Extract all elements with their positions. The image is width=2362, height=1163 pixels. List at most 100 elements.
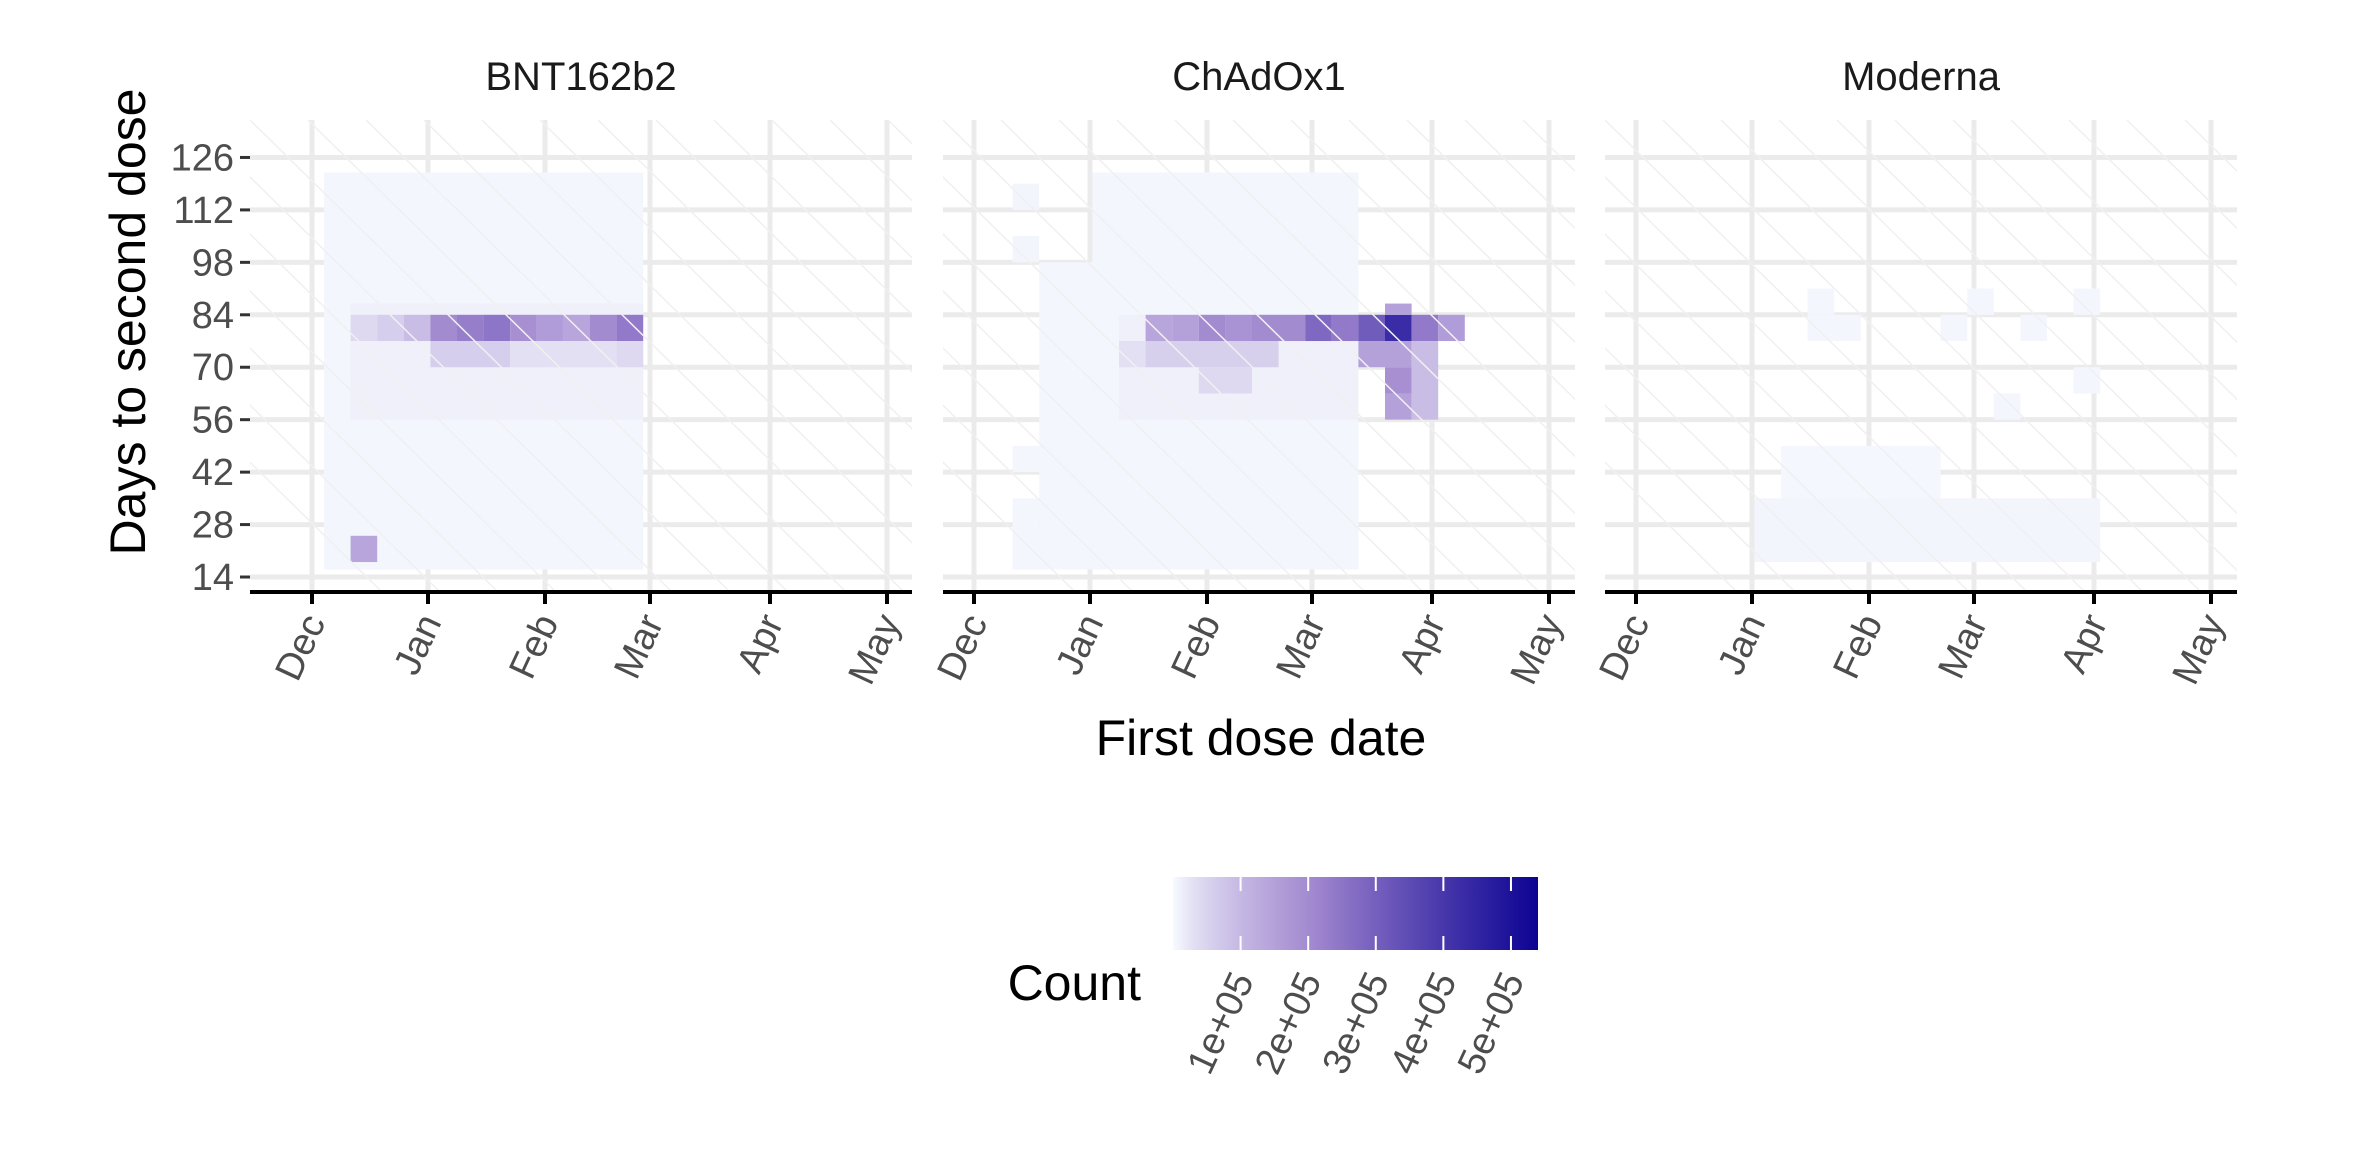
- heat-tile: [377, 314, 404, 342]
- diagonal-line: [655, 120, 912, 373]
- heat-tile: [1385, 393, 1412, 420]
- heat-tile: [1145, 314, 1173, 342]
- facet-chadox1: ChAdOx1 Dec Jan Feb Mar Apr May: [930, 55, 1575, 691]
- diagonal-line: [2126, 120, 2237, 230]
- diagonal-line: [539, 120, 912, 487]
- heat-tile: [1385, 303, 1412, 315]
- x-axis-title: First dose date: [1096, 710, 1427, 766]
- diagonal-guides: [250, 120, 912, 592]
- y-tick-label: 14: [192, 557, 234, 599]
- diagonal-line: [250, 120, 731, 592]
- x-tick-label: Dec: [268, 608, 335, 687]
- heat-tile: [1331, 314, 1359, 342]
- diagonal-line: [1058, 120, 1540, 592]
- x-tick-label: Jan: [386, 608, 450, 681]
- heat-tile: [536, 314, 564, 342]
- heat-tile: [350, 535, 378, 563]
- facet-title: ChAdOx1: [1172, 55, 1345, 99]
- diagonal-line: [943, 461, 1076, 592]
- x-tick-label: Mar: [1930, 608, 1996, 685]
- facet-title: Moderna: [1842, 55, 2001, 99]
- x-tick-label: May: [2165, 608, 2233, 691]
- diagonal-line: [1406, 120, 1575, 287]
- x-tick-label: Mar: [606, 608, 672, 685]
- diagonal-line: [250, 175, 673, 592]
- diagonal-line: [943, 290, 1250, 592]
- diagonal-line: [250, 290, 557, 592]
- diagonal-line: [1605, 120, 2086, 592]
- diagonal-line: [2068, 120, 2237, 287]
- diagonal-line: [1116, 120, 1575, 572]
- diagonal-line: [2301, 120, 2362, 592]
- heat-tile: [1358, 314, 1385, 342]
- diagonal-line: [365, 120, 847, 592]
- diagonal-line: [943, 120, 1424, 592]
- heat-tile: [2073, 288, 2101, 315]
- diagonal-guides: [1605, 120, 2362, 592]
- diagonal-line: [1348, 120, 1575, 344]
- y-tick-label: 84: [192, 295, 234, 337]
- diagonal-line: [1836, 120, 2237, 515]
- x-tick-label: Apr: [1391, 608, 1454, 680]
- legend-colorbar: [1173, 877, 1538, 950]
- y-tick-label: 56: [192, 400, 234, 442]
- x-tick-label: Mar: [1268, 608, 1334, 685]
- diagonal-line: [597, 120, 912, 430]
- diagonal-line: [1605, 290, 1912, 592]
- heat-tile: [1993, 393, 2021, 420]
- heat-tile: [403, 314, 431, 342]
- heat-tile: [1967, 288, 1994, 315]
- y-axis-title: Days to second dose: [100, 89, 156, 556]
- heat-tile: [1385, 367, 1412, 394]
- heat-tile: [1411, 341, 1439, 420]
- y-tick-label: 112: [173, 190, 234, 232]
- heat-tile: [1225, 314, 1252, 342]
- diagonal-guides: [943, 120, 1575, 592]
- x-tick-label: Feb: [1163, 608, 1229, 685]
- diagonal-line: [1174, 120, 1575, 515]
- heat-tile: [510, 341, 617, 368]
- heat-tile: [1012, 183, 1040, 210]
- heat-tile: [1012, 445, 1040, 473]
- diagonal-line: [943, 175, 1366, 592]
- diagonal-line: [1605, 347, 1854, 592]
- diagonal-line: [481, 120, 912, 544]
- facet-bnt162b2: BNT162b2 Dec Jan Feb Mar Apr May 14 28 42 56 70 84 98…: [171, 55, 912, 691]
- y-tick-label: 28: [192, 505, 234, 547]
- diagonal-line: [250, 404, 441, 592]
- diagonal-line: [1605, 461, 1738, 592]
- diagonal-line: [2243, 120, 2362, 592]
- heat-tile: [1754, 498, 2101, 563]
- legend-title: Count: [1008, 955, 1142, 1011]
- y-tick-label: 70: [192, 347, 234, 389]
- heat-tile: [1438, 314, 1465, 342]
- heat-tile: [1411, 314, 1439, 342]
- heat-tile: [1940, 314, 1968, 342]
- diagonal-line: [1000, 120, 1482, 592]
- diagonal-line: [943, 404, 1134, 592]
- heat-tile: [483, 314, 511, 342]
- heat-tile: [616, 341, 644, 368]
- heat-tile: [2020, 314, 2047, 342]
- heat-tile: [1172, 314, 1199, 342]
- tiles: [324, 172, 644, 570]
- heat-tile: [1145, 341, 1279, 368]
- x-tick-label: May: [1503, 608, 1571, 691]
- diagonal-line: [423, 120, 905, 592]
- y-tick-label: 42: [192, 452, 234, 494]
- diagonal-line: [713, 120, 912, 316]
- x-tick-label: Dec: [1592, 608, 1659, 687]
- diagonal-line: [1894, 120, 2237, 458]
- x-tick-label: May: [841, 608, 909, 691]
- diagonal-line: [771, 120, 912, 259]
- heat-tile: [2073, 367, 2101, 394]
- diagonal-line: [829, 120, 912, 202]
- heat-tile: [1012, 498, 1040, 570]
- heat-tile: [616, 314, 644, 342]
- diagonal-line: [1952, 120, 2237, 401]
- diagonal-line: [1720, 120, 2202, 592]
- heat-tile: [510, 314, 537, 342]
- x-tick-label: Dec: [930, 608, 997, 687]
